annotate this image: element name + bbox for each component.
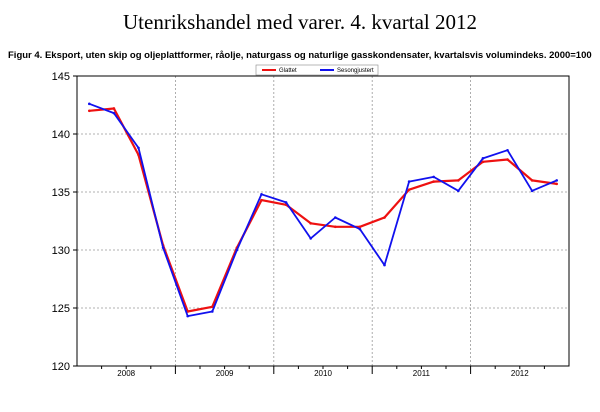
data-point — [407, 188, 411, 191]
x-tick-label: 2011 — [413, 369, 431, 378]
series-line-glattet — [89, 107, 557, 313]
legend: Glattet Sesongjustert — [255, 64, 379, 76]
data-point — [137, 146, 140, 150]
y-tick-label: 120 — [52, 361, 70, 373]
y-tick-label: 140 — [52, 129, 70, 141]
data-point — [358, 227, 362, 231]
series-line-sesongjustert — [88, 102, 558, 318]
data-point — [211, 310, 214, 313]
data-point — [530, 179, 534, 182]
data-point — [358, 225, 362, 229]
data-point — [481, 160, 485, 164]
data-point — [235, 248, 239, 252]
data-point — [112, 111, 116, 115]
data-point — [506, 158, 509, 161]
data-point — [555, 179, 558, 182]
page-title: Utenrikshandel med varer. 4. kvartal 201… — [123, 10, 477, 34]
data-point — [530, 189, 534, 193]
data-point — [432, 180, 436, 183]
data-point — [481, 157, 485, 160]
data-point — [383, 263, 386, 267]
series-lines — [88, 102, 558, 318]
data-point — [88, 102, 91, 106]
y-tick-label: 130 — [52, 245, 70, 257]
x-tick-label: 2010 — [314, 369, 332, 378]
y-tick-label: 145 — [52, 71, 70, 83]
plot-frame — [76, 75, 570, 367]
data-point — [383, 216, 386, 219]
x-tick-label: 2009 — [216, 369, 234, 378]
data-point — [88, 109, 91, 113]
data-point — [457, 179, 460, 182]
legend-label: Sesongjustert — [337, 68, 374, 74]
data-point — [112, 107, 116, 110]
x-tick-label: 2012 — [511, 369, 529, 378]
axes: 120 125 130 135 140 145 2008 2009 2010 2011 2012 — [52, 71, 545, 378]
data-point — [186, 314, 189, 318]
data-point — [161, 246, 165, 249]
y-tick-label: 125 — [52, 303, 70, 315]
data-point — [284, 201, 288, 204]
data-point — [432, 175, 436, 179]
data-point — [334, 216, 337, 219]
y-tick-label: 135 — [52, 187, 70, 199]
data-point — [260, 198, 263, 202]
legend-box — [255, 64, 379, 76]
data-point — [334, 225, 337, 229]
data-point — [555, 182, 558, 186]
data-point — [260, 193, 263, 196]
data-point — [506, 148, 509, 152]
data-point — [407, 180, 411, 183]
data-point — [457, 189, 460, 193]
figure-caption: Figur 4. Eksport, uten skip og oljeplatt… — [8, 50, 592, 61]
legend-label: Glattet — [279, 68, 297, 74]
x-tick-label: 2008 — [117, 369, 135, 378]
grid-lines — [77, 76, 569, 366]
data-point — [309, 222, 313, 225]
data-point — [309, 237, 313, 240]
